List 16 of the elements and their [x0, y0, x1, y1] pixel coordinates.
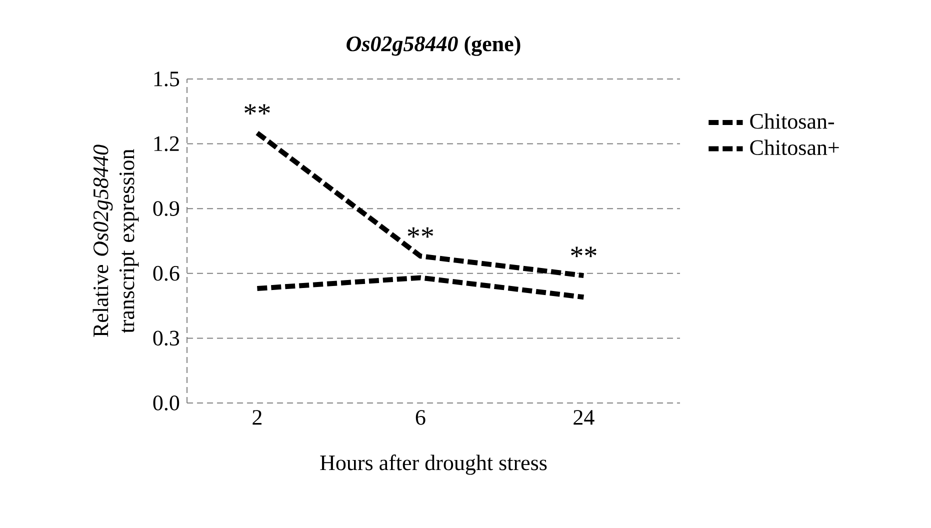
y-tick-label: 0.3 [153, 330, 180, 346]
x-tick-label: 2 [252, 410, 262, 425]
y-tick-label: 0.0 [153, 396, 180, 410]
legend-label: Chitosan- [750, 113, 834, 129]
annotation: ** [244, 104, 270, 115]
annotation: ** [571, 246, 596, 258]
x-tick-label: 24 [574, 410, 594, 425]
legend-label: Chitosan+ [750, 140, 839, 156]
y-tick-label: 1.5 [154, 72, 180, 86]
chart-title: Os02g58440 (gene) [346, 36, 520, 56]
y-tick-label: 1.2 [154, 136, 179, 152]
y-tick-label: 0.6 [153, 266, 180, 281]
annotation: ** [408, 227, 434, 238]
x-tick-label: 6 [416, 410, 426, 425]
x-axis-title: Hours after drought stress [320, 454, 547, 475]
y-tick-label: 0.9 [153, 201, 180, 216]
